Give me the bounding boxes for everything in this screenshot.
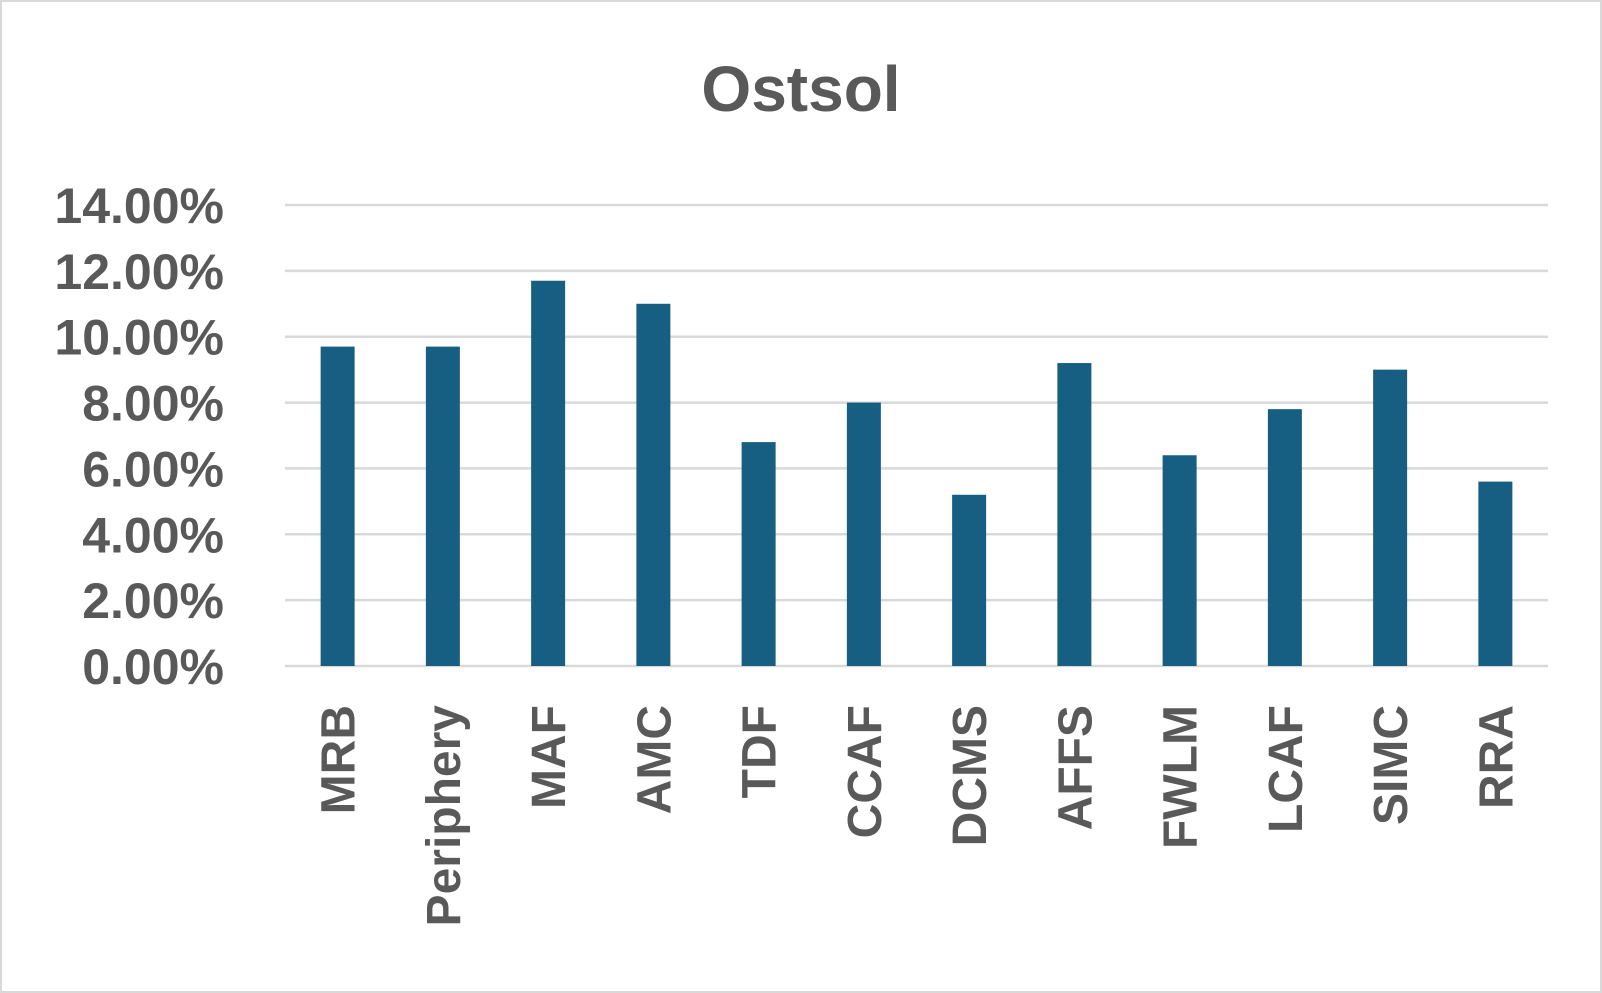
bar-affs (1057, 363, 1092, 666)
x-category-label: LCAF (1260, 705, 1313, 833)
y-tick-label: 6.00% (82, 441, 224, 497)
bar-simc (1373, 369, 1408, 666)
bar-tdf (741, 442, 776, 666)
bar-amc (636, 303, 671, 666)
x-category-label: AMC (628, 705, 681, 814)
x-category-label: CCAF (839, 705, 892, 838)
bars (320, 280, 1513, 666)
gridlines (285, 203, 1548, 668)
y-tick-label: 12.00% (54, 244, 224, 300)
bar-mrb (320, 346, 355, 666)
x-category-label: FWLM (1155, 705, 1208, 849)
y-tick-label: 8.00% (82, 376, 224, 432)
bar-lcaf (1267, 409, 1302, 666)
x-category-label: TDF (734, 705, 787, 798)
bar-dcms (952, 494, 987, 666)
y-tick-label: 14.00% (54, 178, 224, 234)
y-tick-label: 10.00% (54, 310, 224, 366)
bar-periphery (425, 346, 460, 666)
y-tick-label: 4.00% (82, 507, 224, 563)
bar-fwlm (1162, 455, 1197, 666)
x-category-label: SIMC (1365, 705, 1418, 825)
x-axis-category-labels: MRB Periphery MAF AMC TDF CCAF DCMS AFFS FWLM LCA… (313, 705, 1524, 927)
x-category-label: MAF (523, 705, 576, 809)
x-category-label: Periphery (418, 705, 471, 927)
bar-rra (1478, 481, 1513, 666)
bar-ccaf (846, 402, 881, 666)
x-category-label: RRA (1470, 705, 1523, 809)
y-tick-label: 0.00% (82, 639, 224, 695)
y-tick-label: 2.00% (82, 573, 224, 629)
bar-maf (531, 280, 566, 666)
x-category-label: DCMS (944, 705, 997, 846)
chart-title: Ostsol (701, 53, 900, 125)
x-category-label: MRB (313, 705, 366, 814)
x-category-label: AFFS (1049, 705, 1102, 830)
y-axis-tick-labels: 0.00% 2.00% 4.00% 6.00% 8.00% 10.00% 12.00% 14.… (54, 178, 224, 695)
